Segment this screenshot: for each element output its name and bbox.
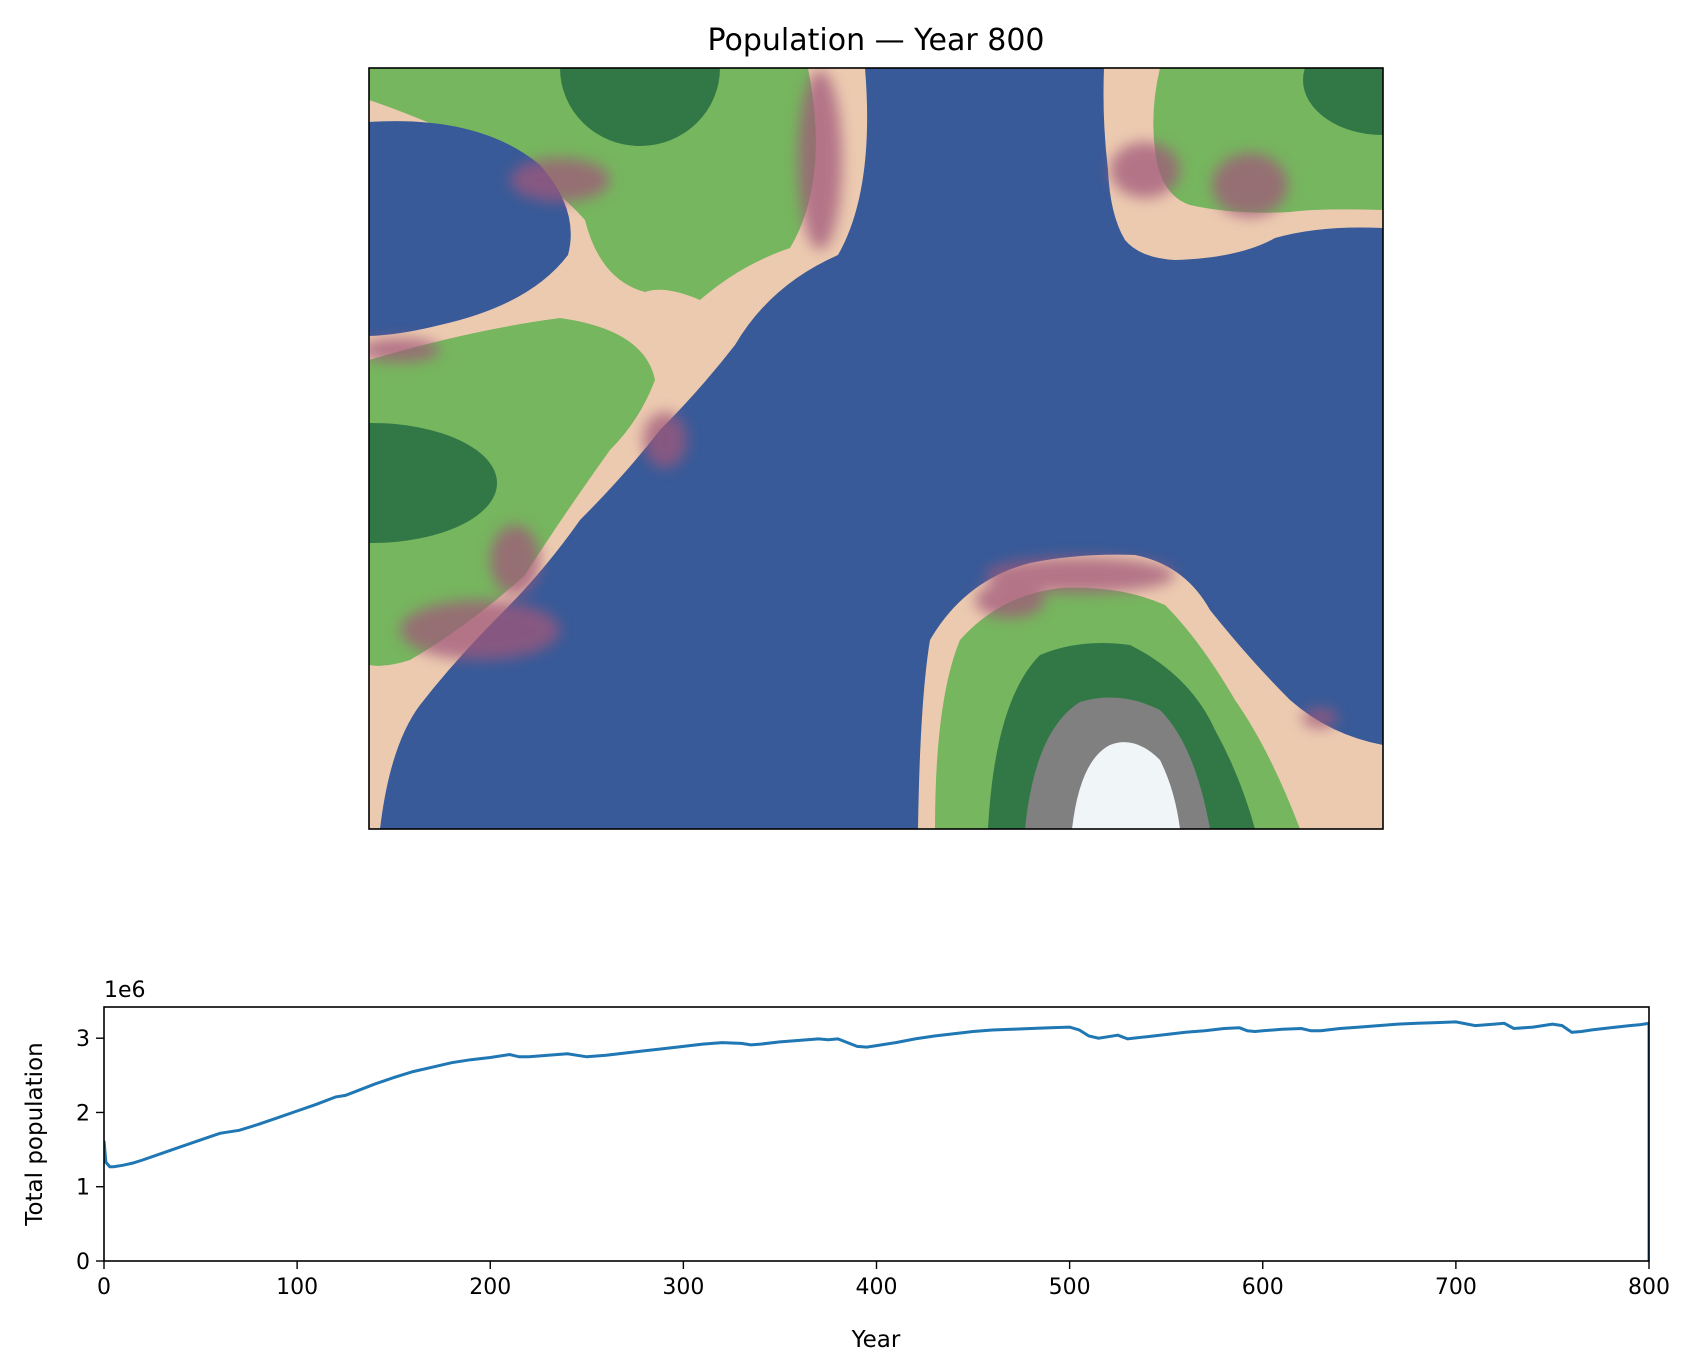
y-tick-label: 2 — [76, 1101, 90, 1126]
population-cluster — [369, 338, 440, 362]
terrain-heatmap — [369, 68, 1383, 829]
x-ticks: 0 100 200 300 400 500 600 700 800 — [97, 1261, 1670, 1300]
x-tick-label: 600 — [1242, 1275, 1284, 1300]
population-cluster — [1302, 708, 1338, 728]
x-tick-label: 800 — [1628, 1275, 1670, 1300]
x-tick-label: 0 — [97, 1275, 111, 1300]
population-cluster — [510, 158, 610, 202]
population-cluster — [1212, 153, 1288, 217]
y-tick-label: 1 — [76, 1176, 90, 1201]
snow-region-bottom — [1072, 742, 1180, 829]
plot-frame — [103, 1006, 1650, 1262]
x-tick-label: 500 — [1049, 1275, 1091, 1300]
forest-region-top — [560, 68, 720, 146]
population-overlay — [369, 70, 1338, 728]
population-cluster — [985, 557, 1175, 593]
x-tick-label: 100 — [276, 1275, 318, 1300]
y-axis-label: Total population — [22, 1042, 48, 1226]
map-title: Population — Year 800 — [707, 23, 1044, 58]
y-tick-label: 0 — [76, 1250, 90, 1275]
y-ticks: 0 1 2 3 — [76, 1027, 104, 1275]
y-tick-label: 3 — [76, 1027, 90, 1052]
x-tick-label: 400 — [856, 1275, 898, 1300]
population-cluster — [643, 412, 687, 468]
series-line-total-population — [104, 1020, 1649, 1261]
x-tick-label: 700 — [1435, 1275, 1477, 1300]
x-tick-label: 300 — [662, 1275, 704, 1300]
population-cluster — [1110, 142, 1180, 198]
forest-region-top-right — [1303, 68, 1383, 135]
population-cluster — [490, 525, 540, 595]
x-axis-label: Year — [851, 1327, 901, 1353]
forest-region-left — [369, 423, 497, 543]
y-scale-label: 1e6 — [104, 978, 146, 1003]
population-cluster — [975, 582, 1045, 618]
population-cluster — [400, 600, 560, 660]
population-cluster — [798, 70, 842, 250]
map-frame — [368, 67, 1384, 830]
x-tick-label: 200 — [469, 1275, 511, 1300]
grass-region-left — [369, 318, 655, 666]
